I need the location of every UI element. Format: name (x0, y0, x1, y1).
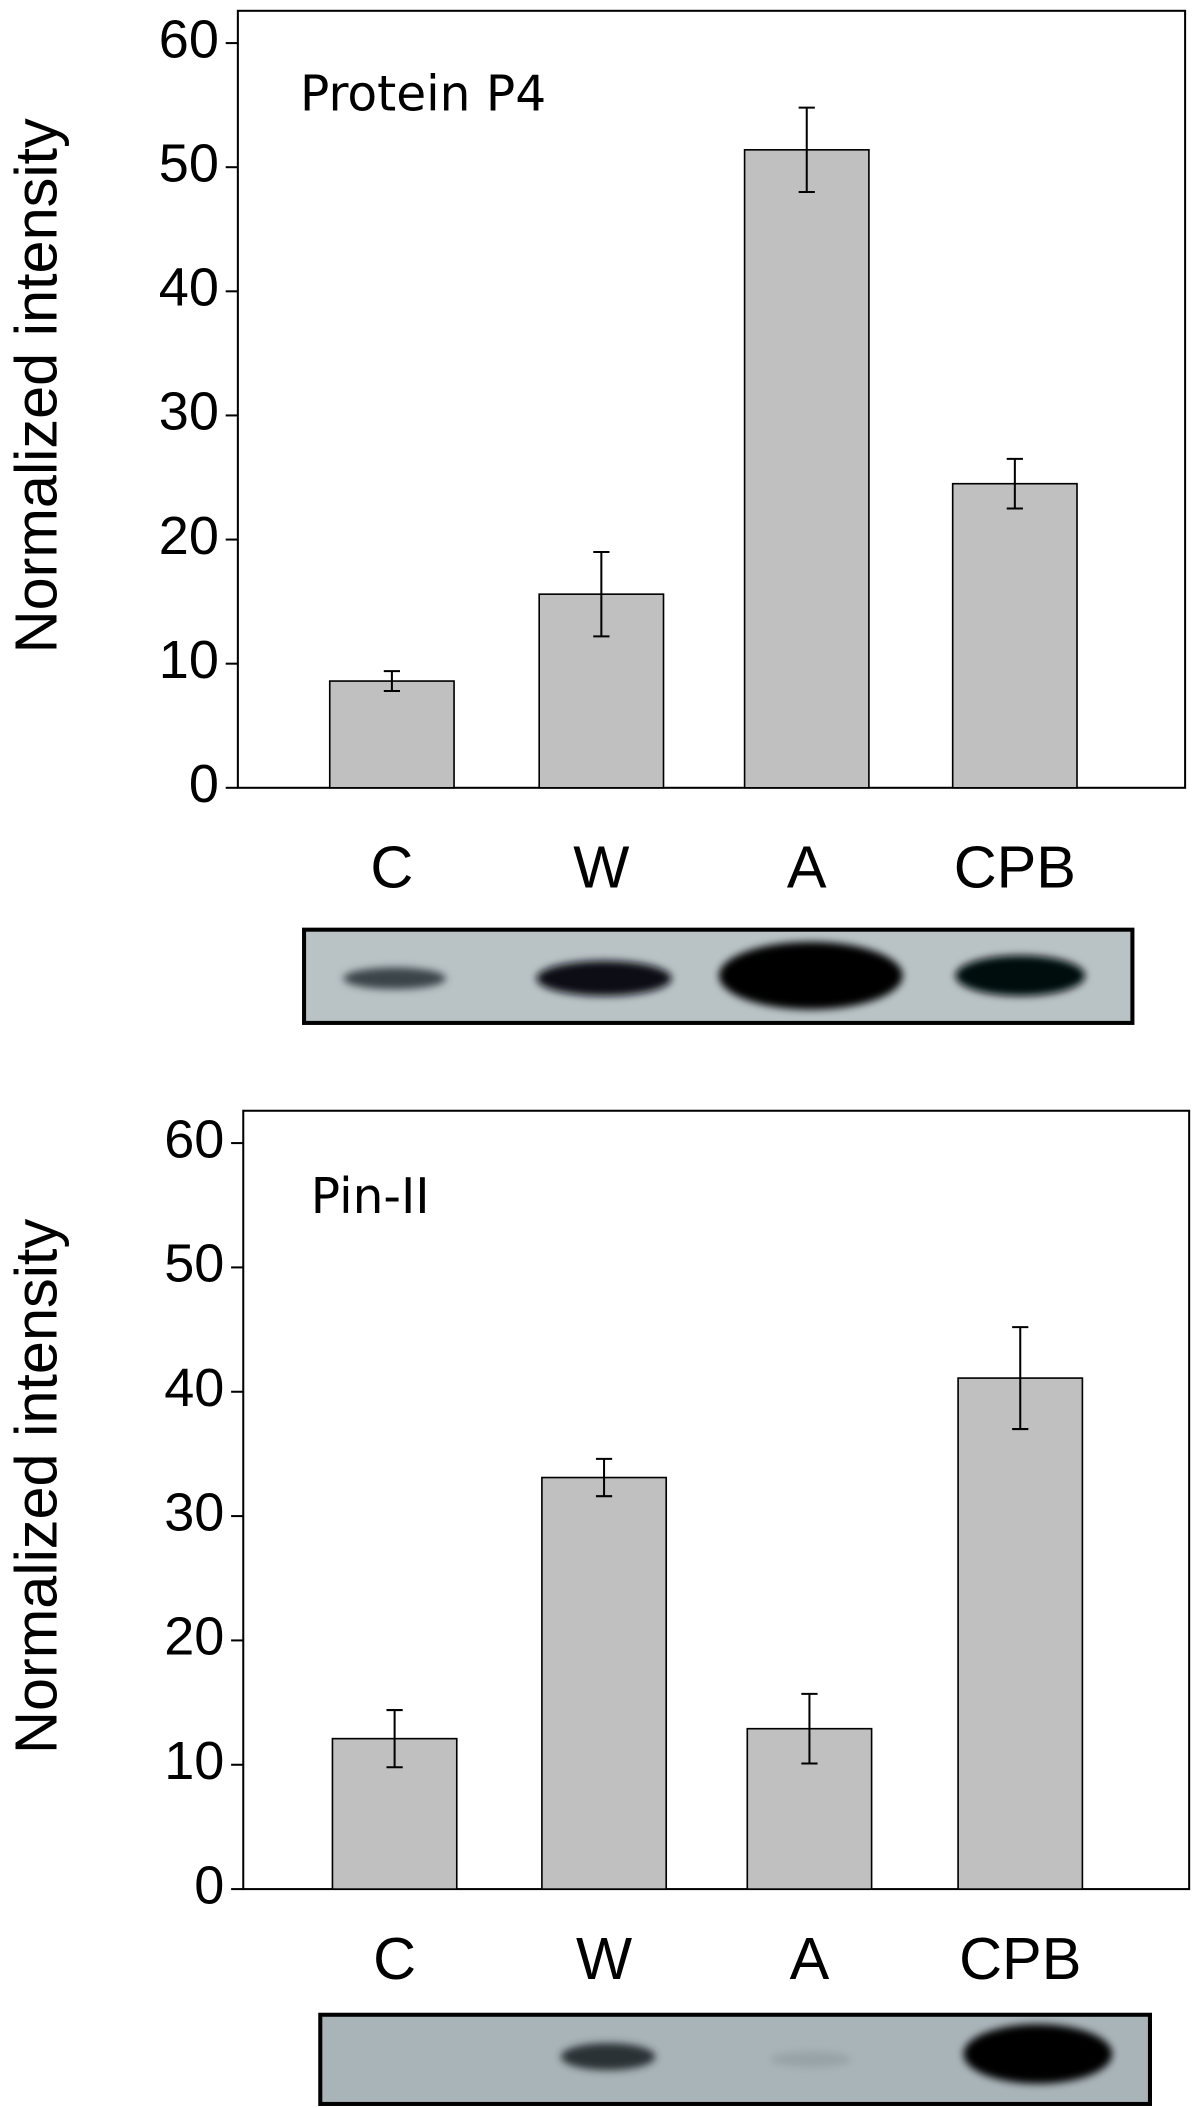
x-tick-label: CPB (959, 1925, 1081, 1992)
y-tick-label: 30 (164, 1482, 224, 1542)
y-tick-label: 20 (159, 506, 219, 566)
y-tick-label: 50 (164, 1234, 224, 1294)
bar (957, 1377, 1084, 1890)
blot-bottom (318, 2012, 1152, 2106)
x-tick-label: A (787, 833, 827, 900)
x-tick-label: W (576, 1925, 632, 1992)
y-tick-label: 0 (194, 1855, 224, 1915)
y-axis-label: Normalized intensity (2, 1219, 69, 1754)
y-tick-label: 10 (164, 1731, 224, 1791)
y-tick-label: 10 (159, 630, 219, 690)
y-tick-label: 50 (159, 133, 219, 193)
y-tick-label: 60 (159, 9, 219, 69)
x-tick-label: C (370, 833, 413, 900)
y-tick-label: 60 (164, 1109, 224, 1169)
bar (951, 482, 1078, 789)
y-tick-label: 30 (159, 382, 219, 442)
x-tick-label: CPB (954, 833, 1076, 900)
y-tick-label: 40 (159, 258, 219, 318)
x-tick-label: A (790, 1925, 830, 1992)
chart-title: Pin-II (311, 1169, 430, 1225)
y-tick-label: 20 (164, 1607, 224, 1667)
y-tick-label: 40 (164, 1358, 224, 1418)
chart-title: Protein P4 (300, 66, 546, 122)
bar (328, 680, 455, 789)
bar (743, 149, 870, 789)
x-tick-label: C (373, 1925, 416, 1992)
blot-top (302, 927, 1135, 1025)
plot-frame (236, 9, 1187, 789)
bar (541, 1476, 668, 1890)
x-tick-label: W (573, 833, 629, 900)
y-axis-label: Normalized intensity (2, 118, 69, 653)
y-tick-label: 0 (189, 754, 219, 814)
plot-frame (242, 1109, 1191, 1891)
